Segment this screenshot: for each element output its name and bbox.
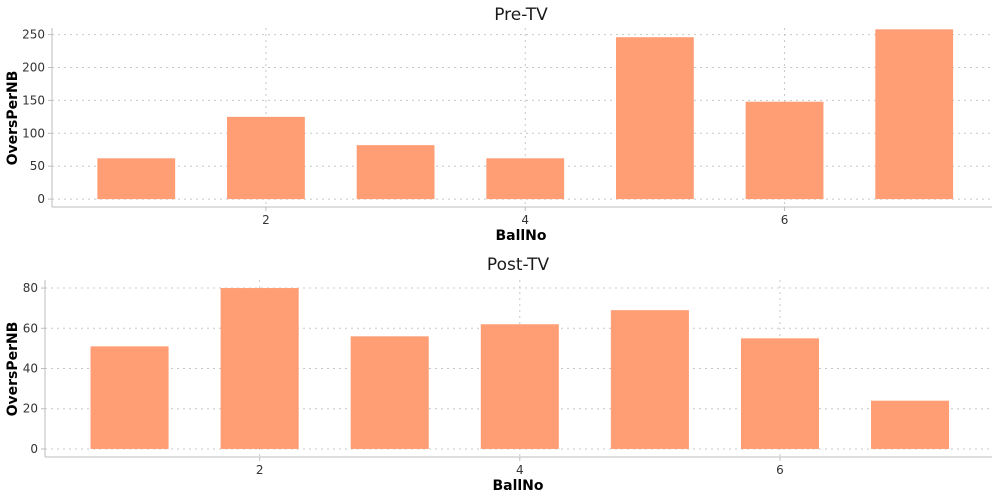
y-tick-label: 40 <box>23 362 38 376</box>
y-axis-label: OversPerNB <box>5 322 21 417</box>
y-tick-label: 100 <box>22 126 45 140</box>
bar <box>356 145 435 200</box>
y-tick-label: 0 <box>37 192 45 206</box>
bar <box>875 29 954 200</box>
x-tick-label: 4 <box>521 213 529 227</box>
y-tick-label: 50 <box>30 159 45 173</box>
x-tick-label: 4 <box>516 463 524 477</box>
bar <box>740 338 819 449</box>
bar <box>871 400 950 449</box>
bar <box>480 324 559 449</box>
x-tick-label: 2 <box>262 213 270 227</box>
chart-panel-pre-tv: Pre-TV 0 50 100 150 200 250 2 4 6 BallNo OversP… <box>5 5 992 244</box>
y-tick-label: 60 <box>23 321 38 335</box>
bar <box>350 336 429 449</box>
x-axis-label: BallNo <box>492 478 543 494</box>
y-tick-label: 0 <box>30 442 38 456</box>
chart-panel-post-tv: Post-TV 0 20 40 60 80 2 4 6 BallNo OversPerNB <box>5 255 992 494</box>
y-tick-label: 150 <box>22 93 45 107</box>
bar <box>486 158 565 200</box>
y-tick-label: 250 <box>22 28 45 42</box>
y-tick-label: 20 <box>23 402 38 416</box>
x-tick-label: 6 <box>781 213 789 227</box>
bar <box>610 310 689 449</box>
bar <box>90 346 169 449</box>
chart-title: Post-TV <box>487 255 550 275</box>
x-tick-label: 2 <box>256 463 264 477</box>
bar <box>220 288 299 449</box>
bar <box>227 116 305 200</box>
bar <box>97 158 176 200</box>
chart-title: Pre-TV <box>494 5 548 25</box>
y-tick-label: 200 <box>22 60 45 74</box>
y-axis-label: OversPerNB <box>5 71 21 166</box>
bar <box>745 101 824 200</box>
x-tick-label: 6 <box>776 463 784 477</box>
bar <box>616 37 694 200</box>
y-tick-label: 80 <box>23 281 38 295</box>
x-axis-label: BallNo <box>495 228 546 244</box>
